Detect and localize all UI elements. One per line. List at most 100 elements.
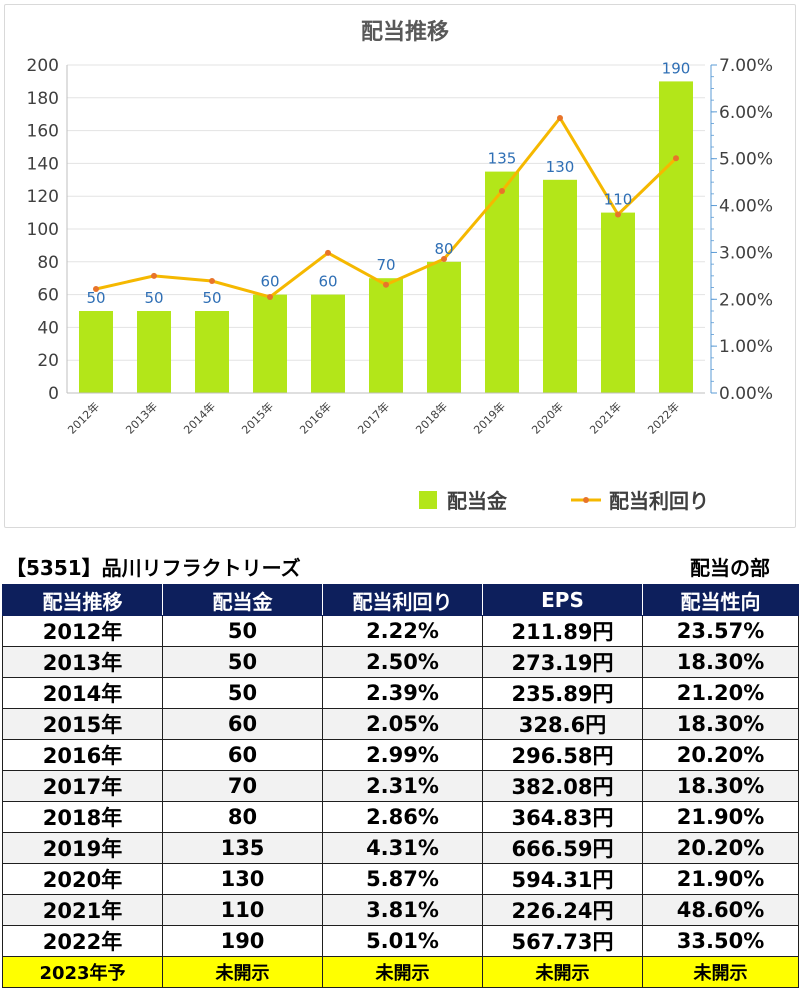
- cell-year: 2022年: [2, 925, 163, 957]
- cell-eps: 273.19円: [482, 646, 643, 678]
- x-tick-label: 2019年: [471, 399, 508, 436]
- cell-yield: 未開示: [322, 956, 483, 988]
- x-tick-label: 2014年: [181, 399, 218, 436]
- y-left-tick-label: 140: [27, 154, 59, 174]
- cell-payout: 33.50%: [642, 925, 799, 957]
- cell-eps: 567.73円: [482, 925, 643, 957]
- cell-yield: 2.22%: [322, 615, 483, 647]
- cell-yield: 2.86%: [322, 801, 483, 833]
- cell-eps: 382.08円: [482, 770, 643, 802]
- table-row: 2015年 60 2.05% 328.6円 18.30%: [2, 708, 799, 740]
- cell-eps: 328.6円: [482, 708, 643, 740]
- table-row: 2019年 135 4.31% 666.59円 20.20%: [2, 832, 799, 864]
- cell-eps: 666.59円: [482, 832, 643, 864]
- bar-2020年: [543, 179, 577, 393]
- table-row: 2018年 80 2.86% 364.83円 21.90%: [2, 801, 799, 833]
- cell-payout: 21.90%: [642, 863, 799, 895]
- cell-dividend: 50: [162, 646, 323, 678]
- table-row: 2020年 130 5.87% 594.31円 21.90%: [2, 863, 799, 895]
- cell-year: 2017年: [2, 770, 163, 802]
- table-row: 2017年 70 2.31% 382.08円 18.30%: [2, 770, 799, 802]
- data-label: 130: [546, 158, 575, 176]
- data-label: 50: [86, 289, 105, 307]
- legend-label-dividend: 配当金: [447, 489, 508, 513]
- cell-eps: 296.58円: [482, 739, 643, 771]
- x-tick-label: 2018年: [413, 399, 450, 436]
- table-row: 2021年 110 3.81% 226.24円 48.60%: [2, 894, 799, 926]
- x-tick-label: 2022年: [645, 399, 682, 436]
- data-label: 50: [144, 289, 163, 307]
- data-label: 135: [488, 150, 517, 168]
- yield-point: [325, 249, 331, 256]
- data-label: 50: [202, 289, 221, 307]
- cell-year: 2016年: [2, 739, 163, 771]
- x-tick-label: 2012年: [65, 399, 102, 436]
- x-tick-label: 2020年: [529, 399, 566, 436]
- y-left-tick-label: 0: [48, 384, 59, 404]
- cell-year: 2023年予: [2, 956, 163, 988]
- data-label: 80: [434, 240, 453, 258]
- chart-panel: 配当推移 50 50 50 60 60 70 80 135 130 110 190 0 20 40 60 8…: [4, 4, 796, 528]
- legend-swatch-dividend: [419, 491, 437, 509]
- cell-eps: 235.89円: [482, 677, 643, 709]
- cell-payout: 21.90%: [642, 801, 799, 833]
- table-row: 2016年 60 2.99% 296.58円 20.20%: [2, 739, 799, 771]
- col-header-yield: 配当利回り: [322, 584, 483, 616]
- cell-year: 2018年: [2, 801, 163, 833]
- cell-dividend: 50: [162, 615, 323, 647]
- cell-payout: 18.30%: [642, 770, 799, 802]
- cell-dividend: 110: [162, 894, 323, 926]
- cell-yield: 5.87%: [322, 863, 483, 895]
- yield-point: [383, 281, 389, 288]
- yield-point: [267, 293, 273, 300]
- yield-point: [209, 278, 215, 285]
- table-row: 2013年 50 2.50% 273.19円 18.30%: [2, 646, 799, 678]
- cell-payout: 18.30%: [642, 708, 799, 740]
- cell-yield: 2.39%: [322, 677, 483, 709]
- y-right-tick-label: 5.00%: [719, 150, 773, 170]
- cell-dividend: 70: [162, 770, 323, 802]
- cell-dividend: 135: [162, 832, 323, 864]
- bar-2018年: [427, 261, 461, 393]
- cell-yield: 5.01%: [322, 925, 483, 957]
- cell-payout: 48.60%: [642, 894, 799, 926]
- y-right-tick-label: 1.00%: [719, 337, 773, 357]
- cell-eps: 594.31円: [482, 863, 643, 895]
- cell-eps: 226.24円: [482, 894, 643, 926]
- x-tick-label: 2021年: [587, 399, 624, 436]
- yield-point: [615, 211, 621, 218]
- x-tick-label: 2017年: [355, 399, 392, 436]
- x-tick-label: 2013年: [123, 399, 160, 436]
- y-right-tick-label: 0.00%: [719, 384, 773, 404]
- data-label: 190: [662, 59, 691, 77]
- legend-label-yield: 配当利回り: [609, 489, 709, 513]
- cell-eps: 364.83円: [482, 801, 643, 833]
- table-heading: 【5351】品川リフラクトリーズ 配当の部: [4, 552, 796, 582]
- data-label: 110: [604, 191, 633, 209]
- section-label: 配当の部: [690, 556, 770, 580]
- cell-yield: 2.31%: [322, 770, 483, 802]
- cell-year: 2021年: [2, 894, 163, 926]
- data-label: 70: [376, 256, 395, 274]
- cell-dividend: 60: [162, 708, 323, 740]
- cell-dividend: 190: [162, 925, 323, 957]
- cell-payout: 18.30%: [642, 646, 799, 678]
- table-row: 2022年 190 5.01% 567.73円 33.50%: [2, 925, 799, 957]
- cell-year: 2019年: [2, 832, 163, 864]
- y-left-tick-label: 200: [27, 56, 59, 76]
- y-left-tick-label: 40: [37, 318, 59, 338]
- cell-yield: 3.81%: [322, 894, 483, 926]
- cell-payout: 20.20%: [642, 739, 799, 771]
- cell-dividend: 60: [162, 739, 323, 771]
- y-left-tick-label: 120: [27, 187, 59, 207]
- cell-yield: 4.31%: [322, 832, 483, 864]
- cell-payout: 20.20%: [642, 832, 799, 864]
- cell-year: 2015年: [2, 708, 163, 740]
- cell-eps: 211.89円: [482, 615, 643, 647]
- bar-2016年: [311, 294, 345, 393]
- bar-2019年: [485, 171, 519, 393]
- cell-dividend: 未開示: [162, 956, 323, 988]
- col-header-payout: 配当性向: [642, 584, 799, 616]
- y-right-tick-label: 6.00%: [719, 103, 773, 123]
- chart-legend: 配当金 配当利回り: [419, 489, 709, 513]
